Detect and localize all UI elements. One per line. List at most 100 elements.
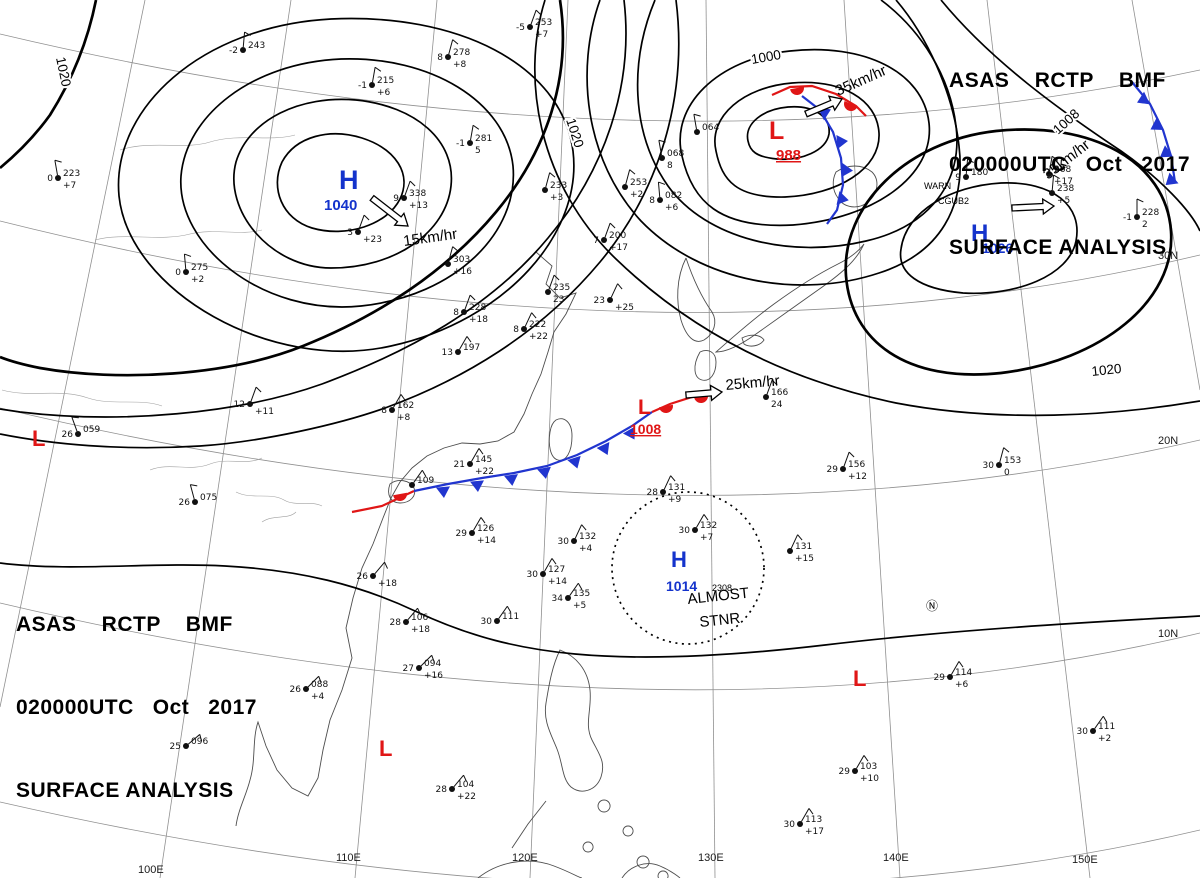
wind-barb (374, 561, 385, 575)
high-center-symbol: H (671, 547, 687, 572)
wind-barb-feather (863, 755, 869, 762)
graticule-label: 10N (1158, 628, 1178, 640)
wind-barb (544, 558, 553, 572)
station-circle (445, 261, 451, 267)
wind-barb-feather (400, 394, 406, 401)
station-temp: 8 (649, 196, 655, 206)
wind-barb (464, 294, 471, 310)
wind-barb (393, 394, 402, 408)
station-pressure: 111 (502, 612, 519, 622)
station-pressure: 156 (848, 460, 865, 470)
map-annotation: 15km/hr (402, 226, 458, 250)
station-pressure: 145 (475, 455, 492, 465)
station-pressure: 180 (971, 168, 988, 178)
wind-barb-feather (472, 124, 480, 130)
station-circle (963, 174, 969, 180)
wind-barb-feather (629, 169, 636, 175)
wind-barb-feather (431, 655, 435, 663)
wind-barb (610, 283, 619, 298)
station-circle (75, 431, 81, 437)
station-pressure: 162 (397, 401, 414, 411)
terrain-contour (119, 134, 296, 151)
wind-barb (71, 416, 78, 432)
station-circle (657, 197, 663, 203)
station-circle (494, 618, 500, 624)
station-circle (355, 229, 361, 235)
wind-barb (183, 254, 187, 270)
station-temp: 8 (453, 308, 459, 318)
wind-barb (413, 469, 423, 483)
wind-barb-feather (808, 808, 814, 815)
cold-front-triangle (836, 135, 848, 149)
station-pressure: 132 (579, 532, 596, 542)
station-pressure: 233 (550, 181, 567, 191)
coastline (677, 257, 716, 342)
station-tendency: +2 (1098, 734, 1111, 744)
station-circle (1090, 728, 1096, 734)
title-block-top-right: ASAS RCTP BMF 020000UTC Oct 2017 SURFACE… (949, 12, 1190, 317)
wind-barb (663, 475, 672, 490)
station-temp: 9 (955, 173, 961, 183)
station-circle (1049, 190, 1055, 196)
station-tendency: +6 (665, 203, 679, 213)
center-pressure-value: 1014 (666, 578, 697, 594)
station-circle (540, 571, 546, 577)
map-annotation: 35km/hr (833, 62, 889, 100)
station-temp: 26 (179, 498, 191, 508)
wind-barb (358, 214, 365, 230)
wind-barb-feather (463, 774, 467, 782)
wind-barb (569, 582, 579, 596)
wind-barb (250, 386, 257, 402)
station-circle (467, 461, 473, 467)
wind-barb-feather (184, 253, 192, 257)
station-pressure: 068 (667, 149, 684, 159)
station-circle (389, 407, 395, 413)
isobar-value-label: 1020 (53, 56, 74, 89)
map-annotation: Ⓝ (926, 599, 938, 613)
coastline (388, 480, 416, 504)
graticule-label: 30N (1158, 250, 1178, 262)
parallel-line (0, 33, 1200, 122)
station-circle (565, 595, 571, 601)
station-temp: 28 (647, 488, 659, 498)
station-circle (303, 686, 309, 692)
low-center-symbol: L (853, 666, 866, 691)
station-pressure: 222 (529, 320, 546, 330)
wind-barb (1049, 156, 1053, 172)
station-circle (55, 175, 61, 181)
wind-barb (470, 125, 474, 141)
station-tendency: +5 (1057, 196, 1070, 206)
station-temp: 26 (357, 572, 369, 582)
isobar (533, 0, 1200, 417)
station-temp: 13 (442, 348, 453, 358)
station-temp: 30 (983, 461, 995, 471)
station-pressure: 253 (535, 18, 552, 28)
station-circle (763, 394, 769, 400)
isobar (899, 182, 1078, 295)
station-pressure: 228 (469, 303, 486, 313)
wind-barb (856, 755, 865, 769)
meridian-line (1131, 0, 1200, 391)
station-tendency: +5 (573, 601, 586, 611)
low-center-symbol: L (638, 396, 651, 419)
station-temp: 27 (403, 664, 414, 674)
isobar (746, 105, 830, 161)
station-temp: 8 (437, 53, 443, 63)
coastline (511, 800, 547, 849)
station-pressure: 153 (1004, 456, 1021, 466)
station-temp: -1 (358, 81, 367, 91)
isobar-layer: 1020 1020 1000 1008 1020 (0, 0, 1200, 658)
isobar-value-label: 1000 (750, 47, 782, 67)
movement-arrow-icon (369, 194, 409, 227)
warm-front-semicircle (393, 492, 407, 501)
station-circle (461, 309, 467, 315)
wind-barb-feather (535, 9, 542, 16)
wind-barb (189, 484, 195, 500)
station-pressure: 135 (573, 589, 590, 599)
isobar (276, 133, 405, 233)
station-tendency: +25 (615, 303, 634, 313)
wind-barb-feather (670, 475, 676, 482)
station-temp: 25 (170, 742, 181, 752)
issue-time: 020000UTC Oct 2017 (949, 152, 1190, 176)
